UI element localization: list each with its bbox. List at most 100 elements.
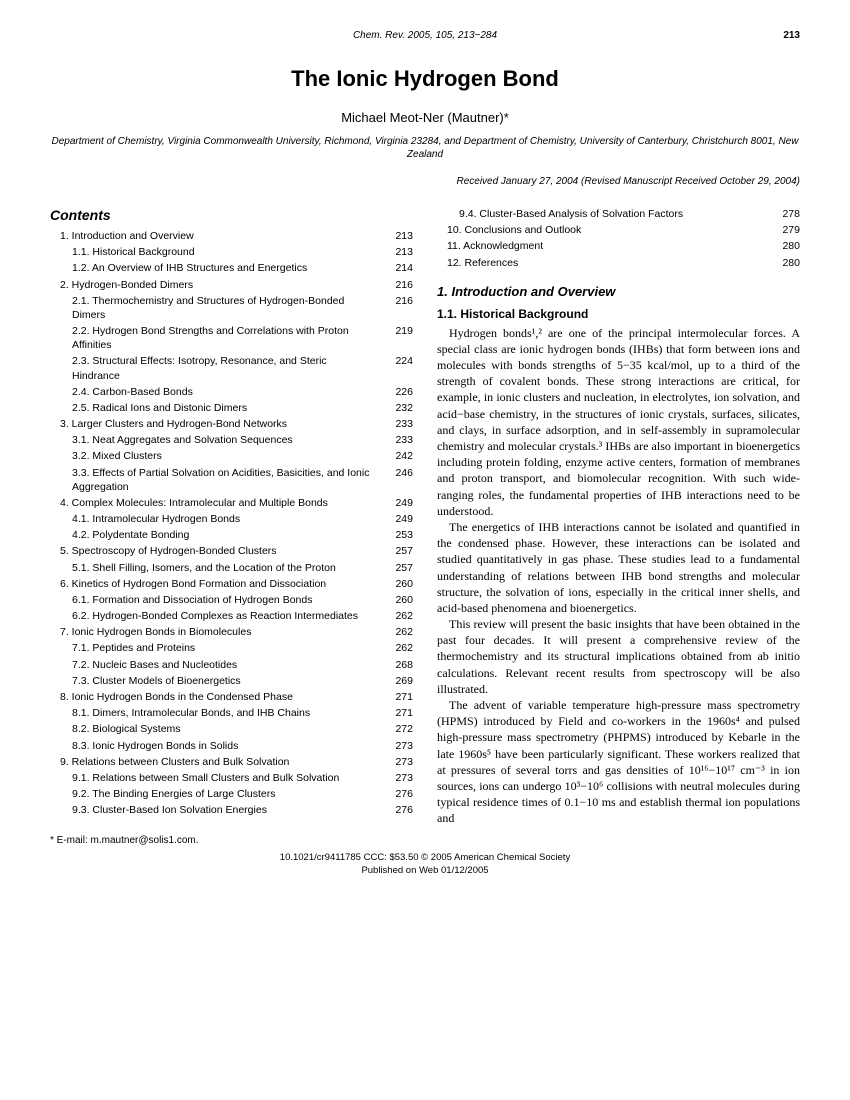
toc-entry: 2.1. Thermochemistry and Structures of H… <box>50 294 413 322</box>
toc-label: 9.4. Cluster-Based Analysis of Solvation… <box>437 207 770 221</box>
toc-entry: 7.1. Peptides and Proteins262 <box>50 641 413 655</box>
toc-entry: 2. Hydrogen-Bonded Dimers216 <box>50 278 413 292</box>
toc-page: 272 <box>383 722 413 736</box>
toc-label: 4. Complex Molecules: Intramolecular and… <box>50 496 383 510</box>
toc-entry: 2.3. Structural Effects: Isotropy, Reson… <box>50 354 413 382</box>
toc-page: 253 <box>383 528 413 542</box>
toc-entry: 7.2. Nucleic Bases and Nucleotides268 <box>50 658 413 672</box>
toc-entry: 9.4. Cluster-Based Analysis of Solvation… <box>437 207 800 221</box>
toc-entry: 10. Conclusions and Outlook279 <box>437 223 800 237</box>
toc-label: 6.1. Formation and Dissociation of Hydro… <box>50 593 383 607</box>
toc-page: 226 <box>383 385 413 399</box>
toc-label: 7.2. Nucleic Bases and Nucleotides <box>50 658 383 672</box>
toc-entry: 9.2. The Binding Energies of Large Clust… <box>50 787 413 801</box>
toc-label: 1.1. Historical Background <box>50 245 383 259</box>
toc-entry: 7. Ionic Hydrogen Bonds in Biomolecules2… <box>50 625 413 639</box>
toc-page: 273 <box>383 739 413 753</box>
affiliation: Department of Chemistry, Virginia Common… <box>50 135 800 161</box>
toc-page: 213 <box>383 229 413 243</box>
toc-label: 8. Ionic Hydrogen Bonds in the Condensed… <box>50 690 383 704</box>
toc-page: 273 <box>383 771 413 785</box>
toc-page: 260 <box>383 577 413 591</box>
contents-heading: Contents <box>50 207 413 223</box>
paragraph: The energetics of IHB interactions canno… <box>437 519 800 616</box>
toc-page: 233 <box>383 433 413 447</box>
running-head: Chem. Rev. 2005, 105, 213−284 213 <box>50 30 800 41</box>
toc-entry: 8.2. Biological Systems272 <box>50 722 413 736</box>
toc-page: 273 <box>383 755 413 769</box>
toc-label: 9.2. The Binding Energies of Large Clust… <box>50 787 383 801</box>
toc-label: 7. Ionic Hydrogen Bonds in Biomolecules <box>50 625 383 639</box>
toc-entry: 11. Acknowledgment280 <box>437 239 800 253</box>
corresponding-email: * E-mail: m.mautner@solis1.com. <box>50 835 413 846</box>
toc-page: 224 <box>383 354 413 368</box>
toc-entry: 9. Relations between Clusters and Bulk S… <box>50 755 413 769</box>
toc-label: 9.1. Relations between Small Clusters an… <box>50 771 383 785</box>
toc-label: 10. Conclusions and Outlook <box>437 223 770 237</box>
toc-entry: 7.3. Cluster Models of Bioenergetics269 <box>50 674 413 688</box>
paragraph: Hydrogen bonds¹,² are one of the princip… <box>437 325 800 519</box>
footer: 10.1021/cr9411785 CCC: $53.50 © 2005 Ame… <box>50 852 800 877</box>
toc-label: 4.1. Intramolecular Hydrogen Bonds <box>50 512 383 526</box>
toc-page: 219 <box>383 324 413 338</box>
toc-label: 7.3. Cluster Models of Bioenergetics <box>50 674 383 688</box>
toc-page: 249 <box>383 496 413 510</box>
toc-entry: 1. Introduction and Overview213 <box>50 229 413 243</box>
toc-label: 4.2. Polydentate Bonding <box>50 528 383 542</box>
toc-label: 9.3. Cluster-Based Ion Solvation Energie… <box>50 803 383 817</box>
toc-entry: 8.3. Ionic Hydrogen Bonds in Solids273 <box>50 739 413 753</box>
toc-label: 5. Spectroscopy of Hydrogen-Bonded Clust… <box>50 544 383 558</box>
toc-entry: 6.1. Formation and Dissociation of Hydro… <box>50 593 413 607</box>
page: Chem. Rev. 2005, 105, 213−284 213 The Io… <box>0 0 850 897</box>
subsection-heading: 1.1. Historical Background <box>437 307 800 321</box>
toc-entry: 6.2. Hydrogen-Bonded Complexes as Reacti… <box>50 609 413 623</box>
toc-entry: 4.2. Polydentate Bonding253 <box>50 528 413 542</box>
toc-right: 9.4. Cluster-Based Analysis of Solvation… <box>437 207 800 270</box>
pub-date: Published on Web 01/12/2005 <box>361 865 488 876</box>
toc-label: 2. Hydrogen-Bonded Dimers <box>50 278 383 292</box>
toc-label: 6.2. Hydrogen-Bonded Complexes as Reacti… <box>50 609 383 623</box>
toc-label: 8.1. Dimers, Intramolecular Bonds, and I… <box>50 706 383 720</box>
toc-page: 280 <box>770 256 800 270</box>
doi-line: 10.1021/cr9411785 CCC: $53.50 © 2005 Ame… <box>280 852 570 863</box>
toc-page: 262 <box>383 641 413 655</box>
toc-label: 7.1. Peptides and Proteins <box>50 641 383 655</box>
toc-label: 2.1. Thermochemistry and Structures of H… <box>50 294 383 322</box>
toc-entry: 3.2. Mixed Clusters242 <box>50 449 413 463</box>
toc-label: 8.3. Ionic Hydrogen Bonds in Solids <box>50 739 383 753</box>
toc-page: 262 <box>383 609 413 623</box>
toc-entry: 8. Ionic Hydrogen Bonds in the Condensed… <box>50 690 413 704</box>
toc-entry: 2.4. Carbon-Based Bonds226 <box>50 385 413 399</box>
toc-label: 3.2. Mixed Clusters <box>50 449 383 463</box>
toc-page: 271 <box>383 706 413 720</box>
toc-entry: 8.1. Dimers, Intramolecular Bonds, and I… <box>50 706 413 720</box>
toc-page: 232 <box>383 401 413 415</box>
toc-entry: 3. Larger Clusters and Hydrogen-Bond Net… <box>50 417 413 431</box>
right-column: 9.4. Cluster-Based Analysis of Solvation… <box>437 207 800 846</box>
toc-page: 216 <box>383 278 413 292</box>
toc-entry: 2.2. Hydrogen Bond Strengths and Correla… <box>50 324 413 352</box>
toc-page: 260 <box>383 593 413 607</box>
toc-page: 214 <box>383 261 413 275</box>
toc-page: 268 <box>383 658 413 672</box>
toc-page: 279 <box>770 223 800 237</box>
toc-page: 246 <box>383 466 413 480</box>
article-title: The Ionic Hydrogen Bond <box>50 66 800 92</box>
toc-label: 2.2. Hydrogen Bond Strengths and Correla… <box>50 324 383 352</box>
author: Michael Meot-Ner (Mautner)* <box>50 110 800 125</box>
paragraph: This review will present the basic insig… <box>437 616 800 697</box>
toc-entry: 3.1. Neat Aggregates and Solvation Seque… <box>50 433 413 447</box>
toc-entry: 5. Spectroscopy of Hydrogen-Bonded Clust… <box>50 544 413 558</box>
toc-label: 5.1. Shell Filling, Isomers, and the Loc… <box>50 561 383 575</box>
received-date: Received January 27, 2004 (Revised Manus… <box>50 176 800 187</box>
toc-label: 3.3. Effects of Partial Solvation on Aci… <box>50 466 383 494</box>
page-number: 213 <box>783 30 800 41</box>
toc-page: 249 <box>383 512 413 526</box>
toc-left: 1. Introduction and Overview2131.1. Hist… <box>50 229 413 817</box>
toc-label: 1. Introduction and Overview <box>50 229 383 243</box>
toc-page: 278 <box>770 207 800 221</box>
toc-page: 271 <box>383 690 413 704</box>
two-column-layout: Contents 1. Introduction and Overview213… <box>50 207 800 846</box>
paragraph: The advent of variable temperature high-… <box>437 697 800 827</box>
toc-entry: 5.1. Shell Filling, Isomers, and the Loc… <box>50 561 413 575</box>
